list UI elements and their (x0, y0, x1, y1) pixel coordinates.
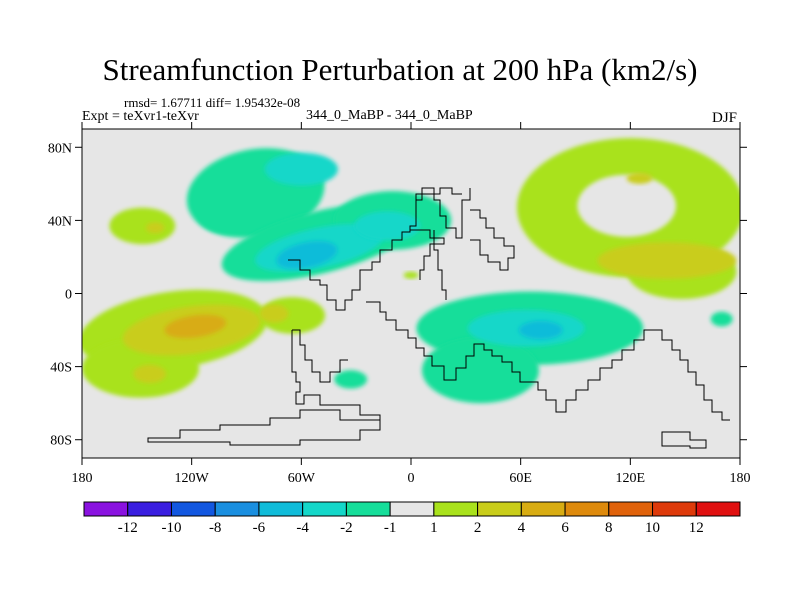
colorbar-swatch (83, 501, 129, 517)
colorbar-swatch (477, 501, 522, 517)
colorbar-swatch (433, 501, 479, 517)
contour-region-level-pos4-0 (145, 222, 165, 234)
contour-region-level-neg4-0 (264, 152, 338, 186)
contour-region-level-neg2-7 (710, 311, 733, 327)
background-hole-0 (577, 174, 677, 237)
y-tick-label: 80S (50, 434, 72, 449)
colorbar-swatch (652, 501, 697, 517)
colorbar-label: 4 (518, 520, 526, 536)
colorbar: -12 -10 -8 -6 -4 -2 -1 1 2 4 6 8 10 12 (83, 501, 741, 536)
colorbar-swatch (170, 501, 216, 517)
colorbar-swatch (345, 501, 391, 517)
colorbar-label: 2 (474, 520, 482, 536)
coastline-antarctica (147, 409, 381, 446)
contour-region-level-pos4-4 (133, 364, 167, 384)
x-tick-label: 120W (175, 471, 210, 486)
season-label: DJF (712, 110, 738, 126)
y-tick-label: 80N (48, 141, 72, 156)
coastline-maritime (652, 329, 730, 421)
contour-region-level-neg2-5 (421, 337, 539, 404)
x-tick-label: 0 (408, 471, 415, 486)
coastline-europe-asia (415, 187, 515, 300)
coastline-south-asia (530, 329, 654, 413)
coastline-greenland (410, 229, 445, 280)
contour-region-level-neg4-2 (354, 211, 421, 241)
y-tick-label: 0 (65, 288, 72, 303)
coastlines (147, 187, 730, 449)
coastline-africa (366, 301, 530, 383)
colorbar-label: 12 (689, 520, 704, 536)
colorbar-swatch (695, 501, 741, 517)
coastline-south-america (291, 330, 381, 420)
colorbar-swatch (608, 501, 654, 517)
colorbar-swatch (520, 501, 566, 517)
colorbar-label: -2 (340, 520, 353, 536)
colorbar-label: -4 (296, 520, 309, 536)
contour-region-level-pos6-0 (164, 314, 227, 339)
contour-region-level-pos2-2 (109, 207, 176, 245)
axes: 180 120W 60W 0 60E 120E 180 80N 40N 0 40S 80S (48, 122, 751, 486)
contour-region-level-pos4-2 (626, 172, 653, 184)
colorbar-label: -10 (161, 520, 181, 536)
contour-region-level-neg2-6 (334, 370, 368, 389)
y-tick-label: 40N (48, 214, 72, 229)
contour-region-level-neg6-1 (518, 320, 563, 340)
x-tick-label: 60W (288, 471, 316, 486)
contour-region-level-pos2-6 (403, 271, 419, 279)
colorbar-swatch (564, 501, 610, 517)
chart-title: Streamfunction Perturbation at 200 hPa (… (102, 52, 698, 87)
x-tick-label: 60E (509, 471, 532, 486)
colorbar-label: 6 (561, 520, 569, 536)
case-label: 344_0_MaBP - 344_0_MaBP (306, 108, 473, 123)
colorbar-swatch (214, 501, 260, 517)
stats-text: rmsd= 1.67711 diff= 1.95432e-08 (124, 95, 301, 110)
colorbar-label: 1 (430, 520, 438, 536)
colorbar-label: -1 (384, 520, 397, 536)
x-tick-label: 180 (730, 471, 751, 486)
coastline-north-america (288, 187, 471, 311)
coastline-central-america (292, 329, 348, 383)
y-tick-label: 40S (50, 361, 72, 376)
contour-fields (82, 138, 740, 404)
colorbar-label: -6 (253, 520, 266, 536)
colorbar-swatch (258, 501, 304, 517)
colorbar-label: 8 (605, 520, 613, 536)
x-tick-label: 180 (72, 471, 93, 486)
colorbar-swatch (389, 501, 435, 517)
contour-region-level-pos4-5 (259, 304, 289, 323)
coastline-antarctica-east (661, 431, 707, 449)
contour-region-level-neg6-0 (276, 241, 338, 270)
colorbar-label: 10 (645, 520, 660, 536)
x-tick-label: 120E (616, 471, 646, 486)
colorbar-swatch (127, 501, 172, 517)
colorbar-label: -8 (209, 520, 222, 536)
colorbar-label: -12 (118, 520, 138, 536)
contour-region-level-pos4-1 (597, 242, 737, 279)
experiment-label: Expt = teXvr1-teXvr (82, 109, 199, 124)
colorbar-swatch (302, 501, 347, 517)
